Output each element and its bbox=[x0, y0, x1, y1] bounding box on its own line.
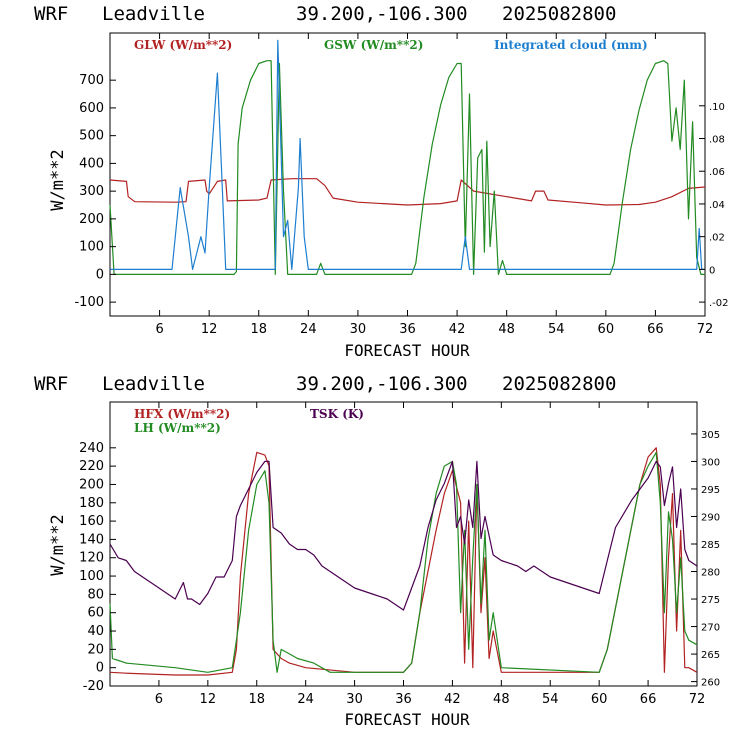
chart2-y2tick-label-7: 295 bbox=[701, 485, 720, 496]
chart2-ytick-label-0: -20 bbox=[83, 679, 104, 694]
chart2-y2tick-label-8: 300 bbox=[701, 457, 720, 468]
chart2-y2tick-label-1: 265 bbox=[701, 650, 720, 661]
chart2-y2tick-label-3: 275 bbox=[701, 595, 720, 606]
chart1-xtick-label-10: 66 bbox=[647, 322, 664, 337]
chart2-y2tick-label-6: 290 bbox=[701, 512, 720, 523]
chart1-xtick-label-7: 48 bbox=[498, 322, 515, 337]
chart1-coords: 39.200,-106.300 bbox=[296, 3, 468, 25]
chart2-legend-hfx: HFX (W/m**2) bbox=[134, 407, 230, 421]
chart2-run: 2025082800 bbox=[502, 373, 616, 395]
chart1-ytick-label-8: 700 bbox=[79, 73, 104, 88]
chart1-series-2 bbox=[110, 39, 705, 270]
chart2-xtick-label-11: 72 bbox=[689, 692, 706, 707]
chart2-xtick-label-7: 48 bbox=[493, 692, 510, 707]
chart2-ytick-label-10: 180 bbox=[79, 496, 104, 511]
chart1-y2tick-label-4: .06 bbox=[709, 167, 725, 178]
chart1-xtick-label-8: 54 bbox=[548, 322, 565, 337]
chart2-xlabel: FORECAST HOUR bbox=[344, 710, 470, 729]
chart2-xtick-label-8: 54 bbox=[542, 692, 559, 707]
chart1-xtick-label-1: 12 bbox=[201, 322, 218, 337]
chart2-ytick-label-9: 160 bbox=[79, 514, 104, 529]
chart1-ticks: 6 12 18 24 30 36 42 48 54 60 66 72 -100 0 100 200 300 400… bbox=[74, 33, 729, 337]
chart1-ytick-label-5: 400 bbox=[79, 156, 104, 171]
chart1-header: WRF Leadville 39.200,-106.300 2025082800 bbox=[34, 3, 616, 25]
chart1-xtick-label-0: 6 bbox=[155, 322, 163, 337]
chart2-series-2 bbox=[109, 460, 698, 611]
chart1-ylabel: W/m**2 bbox=[48, 149, 68, 210]
chart2-series-1 bbox=[109, 451, 698, 673]
chart2-xtick-label-9: 60 bbox=[591, 692, 608, 707]
chart2-y2tick-label-0: 260 bbox=[701, 678, 720, 689]
chart1-xtick-label-3: 24 bbox=[300, 322, 317, 337]
chart2-ytick-label-1: 0 bbox=[96, 661, 104, 676]
chart1-xtick-label-6: 42 bbox=[449, 322, 466, 337]
chart2-station: Leadville bbox=[102, 373, 205, 395]
chart2-xtick-label-2: 18 bbox=[248, 692, 265, 707]
chart2-ytick-label-8: 140 bbox=[79, 532, 104, 547]
chart1-ytick-label-6: 500 bbox=[79, 129, 104, 144]
chart2-legend-lh: LH (W/m**2) bbox=[134, 421, 221, 435]
chart2-ytick-label-13: 240 bbox=[79, 441, 104, 456]
chart2-xtick-label-0: 6 bbox=[155, 692, 163, 707]
chart2-legend-tsk: TSK (K) bbox=[310, 407, 364, 421]
chart2-xtick-label-4: 30 bbox=[346, 692, 363, 707]
chart2-ytick-label-4: 60 bbox=[87, 606, 104, 621]
chart1-y2tick-label-6: .10 bbox=[709, 102, 725, 113]
chart1-legend-gsw: GSW (W/m**2) bbox=[324, 38, 423, 52]
chart2-ytick-label-2: 20 bbox=[87, 642, 104, 657]
chart1-xtick-label-2: 18 bbox=[250, 322, 267, 337]
chart1-ytick-label-1: 0 bbox=[96, 267, 104, 282]
chart1-series-0 bbox=[109, 178, 706, 206]
chart1-xtick-label-9: 60 bbox=[598, 322, 615, 337]
chart1-station: Leadville bbox=[102, 3, 205, 25]
chart2-ytick-label-11: 200 bbox=[79, 477, 104, 492]
chart1-xlabel: FORECAST HOUR bbox=[344, 341, 470, 360]
chart1-model: WRF bbox=[34, 3, 68, 25]
chart1-y2tick-label-0: .-02 bbox=[709, 298, 729, 309]
chart2-coords: 39.200,-106.300 bbox=[296, 373, 468, 395]
chart2-y2tick-label-2: 270 bbox=[701, 623, 720, 634]
chart2-series-lines bbox=[109, 447, 698, 676]
chart1-y2tick-label-5: .08 bbox=[709, 135, 725, 146]
chart2-legend: HFX (W/m**2) LH (W/m**2) TSK (K) bbox=[134, 407, 364, 435]
chart2-xtick-label-1: 12 bbox=[200, 692, 217, 707]
chart1-legend-glw: GLW (W/m**2) bbox=[134, 38, 232, 52]
chart1-ytick-label-3: 200 bbox=[79, 212, 104, 227]
chart2-xtick-label-5: 36 bbox=[395, 692, 412, 707]
chart1-run: 2025082800 bbox=[502, 3, 616, 25]
chart1-series-lines bbox=[109, 39, 706, 275]
chart1-ytick-label-4: 300 bbox=[79, 184, 104, 199]
chart1-ytick-label-7: 600 bbox=[79, 101, 104, 116]
chart1-ytick-label-2: 100 bbox=[79, 240, 104, 255]
chart2-ytick-label-3: 40 bbox=[87, 624, 104, 639]
chart2-y2tick-label-4: 280 bbox=[701, 568, 720, 579]
chart2-ylabel: W/m**2 bbox=[48, 514, 68, 575]
chart1-xtick-label-11: 72 bbox=[697, 322, 714, 337]
chart1-series-1 bbox=[109, 60, 705, 275]
chart2-header: WRF Leadville 39.200,-106.300 2025082800 bbox=[34, 373, 616, 395]
chart1-xtick-label-4: 30 bbox=[350, 322, 367, 337]
chart2-xtick-label-6: 42 bbox=[444, 692, 461, 707]
chart2-ticks: 6 12 18 24 30 36 42 48 54 60 66 72 -20 0 20 40 60 80 100 12… bbox=[79, 402, 720, 707]
chart2-model: WRF bbox=[34, 373, 68, 395]
chart2-xtick-label-3: 24 bbox=[297, 692, 314, 707]
chart1-y2tick-label-1: 0 bbox=[709, 265, 715, 276]
chart1-y2tick-label-2: .02 bbox=[709, 233, 725, 244]
chart1-y2tick-label-3: .04 bbox=[709, 200, 725, 211]
chart1-plot-frame bbox=[109, 32, 706, 317]
chart2-xtick-label-10: 66 bbox=[640, 692, 657, 707]
chart2-y2tick-label-5: 285 bbox=[701, 540, 720, 551]
chart2-ytick-label-12: 220 bbox=[79, 459, 104, 474]
chart1-ytick-label-0: -100 bbox=[74, 295, 104, 310]
chart2-ytick-label-5: 80 bbox=[87, 587, 104, 602]
chart1-legend-cloud: Integrated cloud (mm) bbox=[494, 38, 648, 52]
chart2-ytick-label-6: 100 bbox=[79, 569, 104, 584]
chart1-legend: GLW (W/m**2) GSW (W/m**2) Integrated clo… bbox=[134, 38, 648, 52]
chart2-ytick-label-7: 120 bbox=[79, 551, 104, 566]
chart1-xtick-label-5: 36 bbox=[399, 322, 416, 337]
chart2-y2tick-label-9: 305 bbox=[701, 430, 720, 441]
